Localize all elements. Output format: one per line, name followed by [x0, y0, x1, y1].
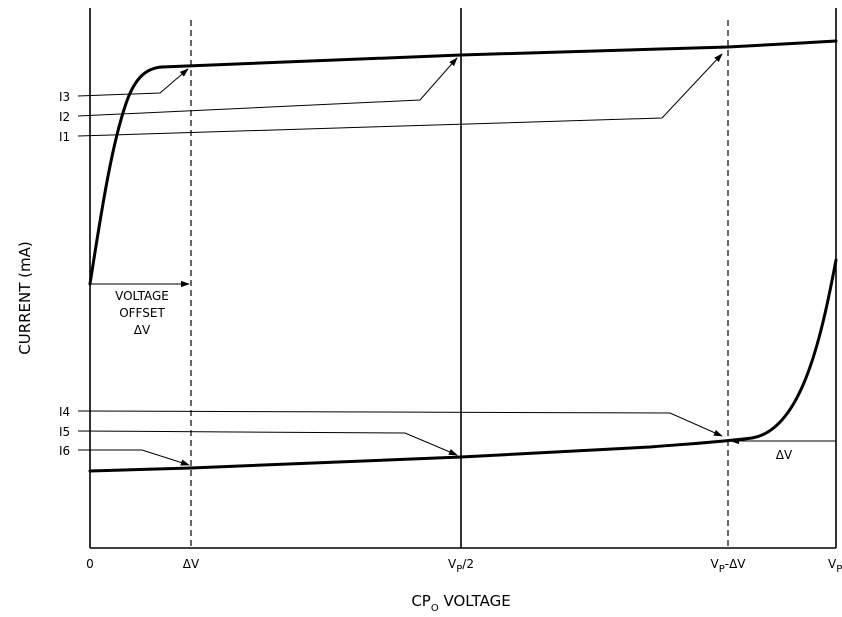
tick-vp-minus-dv: VP-ΔV [711, 557, 747, 575]
label-i2: I2 [59, 110, 70, 124]
source-current-curve [88, 39, 838, 286]
i4-leader [77, 410, 723, 437]
i1-leader [77, 53, 723, 137]
tick-vp: VP [828, 557, 842, 575]
tick-vp-half: VP/2 [448, 557, 474, 575]
tick-zero: 0 [86, 557, 94, 571]
x-axis-title: CPO VOLTAGE [411, 592, 510, 614]
offset-line2: OFFSET [119, 306, 165, 320]
label-i6: I6 [59, 444, 70, 458]
offset-line1: VOLTAGE [115, 289, 169, 303]
right-dv-label: ΔV [776, 448, 793, 462]
label-i3: I3 [59, 90, 70, 104]
label-i4: I4 [59, 405, 70, 419]
label-i5: I5 [59, 425, 70, 439]
i5-leader [77, 430, 458, 456]
i2-leader [77, 57, 458, 117]
i6-leader [78, 449, 190, 466]
tick-dv: ΔV [183, 557, 200, 571]
label-i1: I1 [59, 130, 70, 144]
offset-line3: ΔV [134, 323, 151, 337]
i3-leader [77, 68, 189, 97]
y-axis-title: CURRENT (mA) [16, 241, 34, 355]
sink-current-curve [88, 258, 838, 473]
